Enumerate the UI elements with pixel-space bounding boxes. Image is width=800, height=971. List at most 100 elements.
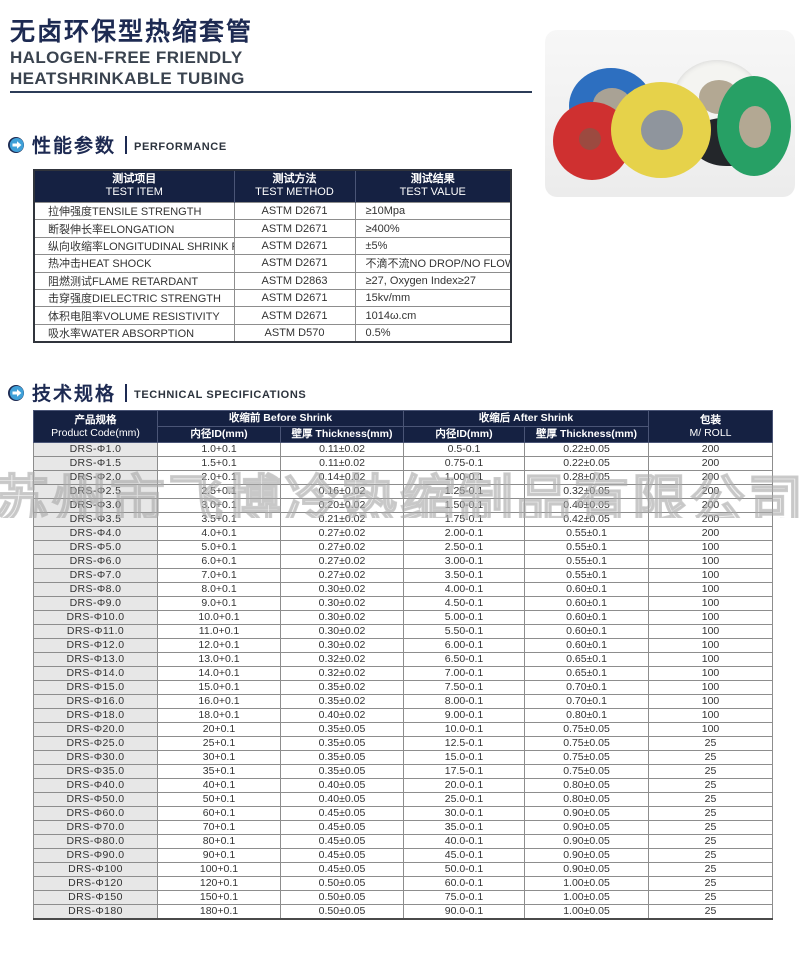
spec-cell: DRS-Φ12.0 <box>33 638 158 653</box>
spec-cell: DRS-Φ7.0 <box>33 568 158 583</box>
spec-cell: 200 <box>648 456 774 471</box>
spec-cell: 0.60±0.1 <box>523 638 650 653</box>
spec-cell: 0.75±0.05 <box>523 750 650 765</box>
roll-core <box>579 128 601 150</box>
spec-cell: 5.0+0.1 <box>157 540 281 555</box>
spec-cell: 3.00-0.1 <box>403 554 525 569</box>
spec-table-row: DRS-Φ1.0 1.0+0.1 0.11±0.02 0.5-0.1 0.22±0.05… <box>33 442 774 457</box>
spec-table-row: DRS-Φ7.0 7.0+0.1 0.27±0.02 3.50-0.1 0.55±0.1… <box>33 568 774 583</box>
page-title: 无卤环保型热缩套管 <box>10 18 254 46</box>
spec-cell: 4.50-0.1 <box>403 596 525 611</box>
spec-header-before-id: 内径ID(mm) <box>157 426 281 443</box>
spec-cell: 1.00±0.05 <box>523 890 650 905</box>
spec-header-after-id: 内径ID(mm) <box>403 426 525 443</box>
section-specs-title-cn: 技术规格 <box>32 384 117 405</box>
spec-cell: 25+0.1 <box>157 736 281 751</box>
spec-cell: 0.35±0.05 <box>280 764 404 779</box>
header-test-item-en: TEST ITEM <box>105 186 163 198</box>
spec-table-row: DRS-Φ1.5 1.5+0.1 0.11±0.02 0.75-0.1 0.22±0.0… <box>33 456 774 471</box>
performance-cell: 纵向收缩率LONGITUDINAL SHRINK RATIO <box>33 236 235 256</box>
spec-table-row: DRS-Φ25.0 25+0.1 0.35±0.05 12.5-0.1 0.75±0.0… <box>33 736 774 751</box>
spec-cell: 0.16±0.02 <box>280 484 404 499</box>
spec-cell: 0.40±0.05 <box>523 498 650 513</box>
spec-table-row: DRS-Φ180 180+0.1 0.50±0.05 90.0-0.1 1.00±0.0… <box>33 904 774 920</box>
spec-cell: 0.30±0.02 <box>280 638 404 653</box>
spec-cell: 25 <box>648 862 774 877</box>
spec-table-row: DRS-Φ5.0 5.0+0.1 0.27±0.02 2.50-0.1 0.55±0.1… <box>33 540 774 555</box>
header-pack-cn: 包装 <box>700 413 722 426</box>
spec-cell: 100 <box>648 708 774 723</box>
spec-cell: DRS-Φ13.0 <box>33 652 158 667</box>
spec-cell: 0.20±0.02 <box>280 498 404 513</box>
spec-cell: 0.50±0.05 <box>280 890 404 905</box>
performance-cell: ASTM D2671 <box>233 219 356 238</box>
spec-cell: 100 <box>648 596 774 611</box>
spec-cell: 200 <box>648 512 774 527</box>
spec-cell: 7.0+0.1 <box>157 568 281 583</box>
spec-cell: DRS-Φ2.5 <box>33 484 158 499</box>
spec-cell: 100 <box>648 666 774 681</box>
performance-cell: 0.5% <box>354 323 512 343</box>
spec-cell: 90.0-0.1 <box>403 904 525 920</box>
spec-cell: DRS-Φ11.0 <box>33 624 158 639</box>
spec-cell: 18.0+0.1 <box>157 708 281 723</box>
spec-cell: 100 <box>648 554 774 569</box>
spec-cell: 90+0.1 <box>157 848 281 863</box>
spec-cell: 0.45±0.05 <box>280 862 404 877</box>
spec-cell: 25 <box>648 820 774 835</box>
spec-cell: 40.0-0.1 <box>403 834 525 849</box>
spec-cell: 0.27±0.02 <box>280 540 404 555</box>
spec-cell: 100 <box>648 582 774 597</box>
spec-cell: 0.60±0.1 <box>523 582 650 597</box>
spec-cell: 100 <box>648 694 774 709</box>
spec-cell: 0.80±0.1 <box>523 708 650 723</box>
spec-table-row: DRS-Φ10.0 10.0+0.1 0.30±0.02 5.00-0.1 0.60±0… <box>33 610 774 625</box>
spec-cell: 0.45±0.05 <box>280 834 404 849</box>
spec-cell: 0.35±0.02 <box>280 680 404 695</box>
spec-table-row: DRS-Φ150 150+0.1 0.50±0.05 75.0-0.1 1.00±0.0… <box>33 890 774 905</box>
performance-header-test-item: 测试项目 TEST ITEM <box>34 170 234 203</box>
spec-cell: 12.5-0.1 <box>403 736 525 751</box>
spec-cell: DRS-Φ150 <box>33 890 158 905</box>
performance-cell: ASTM D2671 <box>233 306 356 325</box>
header-after-thickness-label: 壁厚 Thickness(mm) <box>536 428 637 440</box>
spec-cell: 20+0.1 <box>157 722 281 737</box>
spec-cell: 100 <box>648 610 774 625</box>
spec-cell: DRS-Φ6.0 <box>33 554 158 569</box>
spec-table-row: DRS-Φ13.0 13.0+0.1 0.32±0.02 6.50-0.1 0.65±0… <box>33 652 774 667</box>
spec-cell: 200 <box>648 470 774 485</box>
spec-cell: 9.00-0.1 <box>403 708 525 723</box>
spec-cell: 1.00±0.05 <box>523 904 650 920</box>
header-before-thickness-label: 壁厚 Thickness(mm) <box>291 428 393 440</box>
spec-cell: DRS-Φ2.0 <box>33 470 158 485</box>
spec-cell: 1.25-0.1 <box>403 484 525 499</box>
spec-cell: 25 <box>648 736 774 751</box>
spec-cell: DRS-Φ3.5 <box>33 512 158 527</box>
spec-table: 产品规格 Product Code(mm) 收缩前 Before Shrink … <box>33 410 774 920</box>
spec-cell: 100 <box>648 638 774 653</box>
spec-table-group-header-row: 产品规格 Product Code(mm) 收缩前 Before Shrink … <box>33 410 774 443</box>
spec-cell: 0.80±0.05 <box>523 778 650 793</box>
performance-table-row: 击穿强度DIELECTRIC STRENGTH ASTM D2671 15kv/mm <box>33 288 512 308</box>
spec-cell: 1.00-0.1 <box>403 470 525 485</box>
spec-cell: 0.55±0.1 <box>523 540 650 555</box>
spec-table-row: DRS-Φ15.0 15.0+0.1 0.35±0.02 7.50-0.1 0.70±0… <box>33 680 774 695</box>
spec-cell: 6.00-0.1 <box>403 638 525 653</box>
performance-cell: ≥400% <box>354 219 512 238</box>
performance-table-row: 断裂伸长率ELONGATION ASTM D2671 ≥400% <box>33 219 512 238</box>
spec-cell: 4.00-0.1 <box>403 582 525 597</box>
spec-table-row: DRS-Φ90.0 90+0.1 0.45±0.05 45.0-0.1 0.90±0.0… <box>33 848 774 863</box>
spec-cell: 1.5+0.1 <box>157 456 281 471</box>
spec-cell: 0.28±0.05 <box>523 470 650 485</box>
spec-table-row: DRS-Φ11.0 11.0+0.1 0.30±0.02 5.50-0.1 0.60±0… <box>33 624 774 639</box>
performance-cell: ≥10Mpa <box>354 201 512 221</box>
spec-cell: 200 <box>648 442 774 457</box>
section-specs-header: 技术规格 TECHNICAL SPECIFICATIONS <box>8 379 306 406</box>
spec-table-row: DRS-Φ35.0 35+0.1 0.35±0.05 17.5-0.1 0.75±0.0… <box>33 764 774 779</box>
spec-table-sub-header-row: 内径ID(mm) 壁厚 Thickness(mm) 内径ID(mm) 壁厚 Th… <box>34 426 773 443</box>
spec-cell: 0.45±0.05 <box>280 848 404 863</box>
spec-cell: 1.0+0.1 <box>157 442 281 457</box>
arrow-circle-icon <box>8 136 24 153</box>
spec-cell: 50.0-0.1 <box>403 862 525 877</box>
spec-cell: 100 <box>648 722 774 737</box>
